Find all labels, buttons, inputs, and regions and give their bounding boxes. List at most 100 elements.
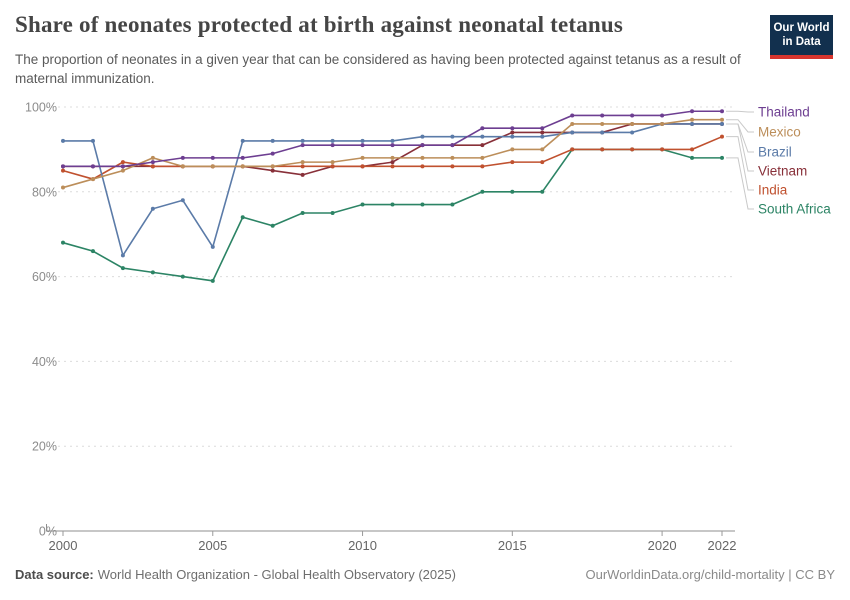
series-point-mexico[interactable] — [120, 168, 125, 173]
series-point-thailand[interactable] — [300, 143, 305, 148]
series-point-brazil[interactable] — [150, 206, 155, 211]
legend-label-india[interactable]: India — [758, 183, 788, 198]
series-point-thailand[interactable] — [420, 143, 425, 148]
series-point-india[interactable] — [450, 164, 455, 169]
series-point-south-africa[interactable] — [690, 155, 695, 160]
series-point-south-africa[interactable] — [120, 266, 125, 271]
legend-label-vietnam[interactable]: Vietnam — [758, 164, 807, 179]
series-point-india[interactable] — [61, 168, 65, 173]
series-point-thailand[interactable] — [120, 164, 125, 169]
series-point-south-africa[interactable] — [330, 211, 335, 215]
series-point-thailand[interactable] — [630, 113, 635, 118]
series-point-brazil[interactable] — [600, 130, 605, 135]
series-point-thailand[interactable] — [90, 164, 95, 169]
series-point-thailand[interactable] — [390, 143, 395, 148]
series-point-south-africa[interactable] — [540, 189, 545, 194]
series-point-thailand[interactable] — [360, 143, 365, 148]
series-point-india[interactable] — [300, 164, 305, 169]
series-point-brazil[interactable] — [270, 138, 275, 143]
series-point-vietnam[interactable] — [300, 172, 305, 177]
series-point-brazil[interactable] — [570, 130, 575, 135]
series-point-mexico[interactable] — [450, 155, 455, 160]
series-point-thailand[interactable] — [150, 160, 155, 165]
series-point-thailand[interactable] — [270, 151, 275, 156]
series-point-mexico[interactable] — [630, 121, 635, 126]
legend-label-south-africa[interactable]: South Africa — [758, 202, 831, 217]
series-point-thailand[interactable] — [450, 143, 455, 148]
series-point-south-africa[interactable] — [450, 202, 455, 207]
series-point-south-africa[interactable] — [480, 189, 485, 194]
series-point-mexico[interactable] — [510, 147, 515, 152]
series-point-brazil[interactable] — [450, 134, 455, 139]
series-point-mexico[interactable] — [420, 155, 425, 160]
series-point-brazil[interactable] — [510, 134, 515, 139]
series-point-mexico[interactable] — [480, 155, 485, 160]
series-point-india[interactable] — [540, 160, 545, 165]
series-point-india[interactable] — [390, 164, 395, 169]
series-point-brazil[interactable] — [360, 138, 365, 143]
series-point-thailand[interactable] — [660, 113, 665, 118]
series-point-india[interactable] — [600, 147, 605, 152]
series-point-south-africa[interactable] — [61, 240, 65, 245]
series-point-thailand[interactable] — [330, 143, 335, 148]
series-point-vietnam[interactable] — [390, 160, 395, 165]
series-point-brazil[interactable] — [240, 138, 245, 143]
legend-label-brazil[interactable]: Brazil — [758, 145, 792, 160]
series-point-mexico[interactable] — [180, 164, 185, 169]
series-point-south-africa[interactable] — [150, 270, 155, 275]
series-point-brazil[interactable] — [390, 138, 395, 143]
series-point-thailand[interactable] — [690, 109, 695, 114]
series-point-south-africa[interactable] — [240, 215, 245, 220]
series-point-brazil[interactable] — [90, 138, 95, 143]
series-point-india[interactable] — [690, 147, 695, 152]
series-point-india[interactable] — [720, 134, 724, 139]
series-point-india[interactable] — [660, 147, 665, 152]
series-line-south-africa[interactable] — [62, 148, 722, 282]
series-point-thailand[interactable] — [240, 155, 245, 160]
series-point-india[interactable] — [420, 164, 425, 169]
series-point-india[interactable] — [150, 164, 155, 169]
series-point-mexico[interactable] — [690, 117, 695, 122]
series-point-india[interactable] — [120, 160, 125, 165]
series-point-thailand[interactable] — [480, 126, 485, 131]
series-point-mexico[interactable] — [330, 160, 335, 165]
series-point-south-africa[interactable] — [90, 249, 95, 254]
series-point-thailand[interactable] — [720, 109, 724, 114]
series-point-thailand[interactable] — [600, 113, 605, 118]
series-point-india[interactable] — [630, 147, 635, 152]
series-point-mexico[interactable] — [240, 164, 245, 169]
series-point-india[interactable] — [570, 147, 575, 152]
series-point-brazil[interactable] — [210, 244, 215, 249]
series-point-south-africa[interactable] — [270, 223, 275, 228]
series-point-mexico[interactable] — [360, 155, 365, 160]
series-point-vietnam[interactable] — [540, 130, 545, 135]
series-point-mexico[interactable] — [90, 177, 95, 182]
series-point-mexico[interactable] — [150, 155, 155, 160]
series-point-brazil[interactable] — [330, 138, 335, 143]
footer-link[interactable]: OurWorldinData.org/child-mortality — [585, 567, 785, 582]
series-point-india[interactable] — [360, 164, 365, 169]
series-point-brazil[interactable] — [720, 121, 724, 126]
series-point-mexico[interactable] — [270, 164, 275, 169]
series-point-brazil[interactable] — [420, 134, 425, 139]
series-point-mexico[interactable] — [210, 164, 215, 169]
series-point-mexico[interactable] — [720, 117, 724, 122]
series-point-south-africa[interactable] — [180, 274, 185, 279]
series-point-mexico[interactable] — [570, 121, 575, 126]
series-point-brazil[interactable] — [690, 121, 695, 126]
series-point-mexico[interactable] — [390, 155, 395, 160]
series-point-thailand[interactable] — [540, 126, 545, 131]
series-point-thailand[interactable] — [570, 113, 575, 118]
series-point-brazil[interactable] — [480, 134, 485, 139]
series-point-south-africa[interactable] — [300, 211, 305, 215]
series-point-south-africa[interactable] — [720, 155, 724, 160]
series-point-south-africa[interactable] — [510, 189, 515, 194]
series-point-brazil[interactable] — [61, 138, 65, 143]
series-point-brazil[interactable] — [180, 198, 185, 203]
series-point-mexico[interactable] — [300, 160, 305, 165]
series-point-vietnam[interactable] — [270, 168, 275, 173]
legend-label-mexico[interactable]: Mexico — [758, 125, 801, 140]
series-line-mexico[interactable] — [62, 118, 722, 189]
series-point-india[interactable] — [330, 164, 335, 169]
